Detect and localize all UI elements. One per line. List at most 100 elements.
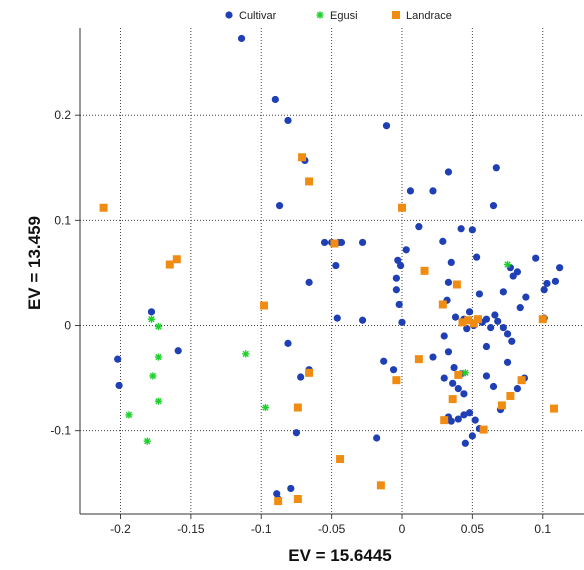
data-point xyxy=(392,376,401,385)
data-point xyxy=(389,366,398,374)
data-point xyxy=(154,353,163,361)
x-tick-label: -0.2 xyxy=(110,522,131,536)
data-point xyxy=(438,300,447,309)
data-point xyxy=(444,278,453,286)
data-point xyxy=(482,372,491,380)
data-point xyxy=(452,280,461,289)
data-point xyxy=(305,177,314,186)
data-point xyxy=(275,202,284,210)
data-point xyxy=(336,455,345,464)
data-point xyxy=(143,437,151,445)
data-point xyxy=(99,203,108,212)
data-point xyxy=(492,164,500,172)
data-point xyxy=(454,415,462,423)
data-point xyxy=(420,266,429,275)
data-point xyxy=(460,390,468,398)
legend-marker-cultivar xyxy=(225,11,233,19)
data-point xyxy=(293,494,302,503)
data-point xyxy=(271,95,279,104)
data-point xyxy=(382,122,391,130)
data-point xyxy=(392,274,400,282)
y-tick-label: 0.1 xyxy=(54,213,71,227)
data-point xyxy=(464,316,473,325)
data-point xyxy=(392,286,400,294)
data-point xyxy=(503,330,512,338)
grid xyxy=(80,28,584,514)
data-point xyxy=(550,404,559,413)
x-tick-label: 0 xyxy=(399,522,406,536)
data-point xyxy=(508,337,516,345)
data-point xyxy=(174,347,182,355)
data-point xyxy=(320,238,329,247)
data-point xyxy=(451,313,460,321)
series-landrace xyxy=(99,153,559,506)
data-point xyxy=(305,368,314,377)
x-tick-label: 0.1 xyxy=(534,522,551,536)
data-point xyxy=(475,290,484,298)
data-point xyxy=(499,288,507,296)
data-point xyxy=(429,353,437,361)
data-point xyxy=(522,293,530,301)
data-point xyxy=(447,258,455,267)
x-tick-label: -0.15 xyxy=(177,522,205,536)
data-point xyxy=(497,401,506,410)
y-tick-label: 0 xyxy=(64,319,71,333)
data-point xyxy=(489,382,498,391)
data-point xyxy=(461,439,469,447)
data-point xyxy=(415,223,423,231)
data-point xyxy=(448,395,457,404)
data-point xyxy=(406,187,415,195)
data-point xyxy=(149,372,157,380)
data-point xyxy=(298,153,307,162)
data-point xyxy=(284,116,292,125)
data-point xyxy=(332,261,340,270)
data-point xyxy=(499,324,507,332)
data-point xyxy=(538,315,547,324)
data-point xyxy=(398,318,406,326)
data-point xyxy=(115,381,123,390)
data-point xyxy=(292,429,301,437)
data-points xyxy=(99,34,564,506)
y-axis-title: EV = 13.459 xyxy=(25,216,44,310)
data-point xyxy=(489,202,498,210)
data-point xyxy=(261,403,270,412)
data-point xyxy=(373,434,381,442)
data-point xyxy=(487,324,495,332)
y-tick-label: -0.1 xyxy=(50,424,71,438)
data-point xyxy=(242,350,250,358)
data-point xyxy=(482,315,491,323)
data-point xyxy=(454,370,463,379)
data-point xyxy=(114,355,122,363)
data-point xyxy=(468,432,476,440)
data-point xyxy=(376,481,385,490)
data-point xyxy=(125,411,133,419)
x-tick-label: 0.05 xyxy=(461,522,485,536)
axes xyxy=(75,28,584,519)
data-point xyxy=(297,373,305,381)
data-point xyxy=(449,379,457,387)
data-point xyxy=(503,260,512,269)
data-point xyxy=(468,226,476,234)
data-point xyxy=(440,416,449,425)
y-tick-label: 0.2 xyxy=(54,108,71,122)
data-point xyxy=(380,357,388,365)
data-point xyxy=(491,311,499,319)
series-egusi xyxy=(125,260,512,445)
data-point xyxy=(402,246,410,254)
data-point xyxy=(147,308,156,316)
data-point xyxy=(465,409,474,417)
data-point xyxy=(479,425,488,434)
data-point xyxy=(532,254,540,262)
data-point xyxy=(394,256,402,264)
data-point xyxy=(513,268,522,276)
data-point xyxy=(293,403,302,412)
data-point xyxy=(172,255,181,264)
legend-label-landrace: Landrace xyxy=(406,10,452,22)
data-point xyxy=(540,286,548,294)
data-point xyxy=(556,264,564,272)
data-point xyxy=(305,278,313,286)
x-tick-label: -0.05 xyxy=(318,522,346,536)
x-axis-title: EV = 15.6445 xyxy=(288,546,392,565)
data-point xyxy=(440,374,448,382)
